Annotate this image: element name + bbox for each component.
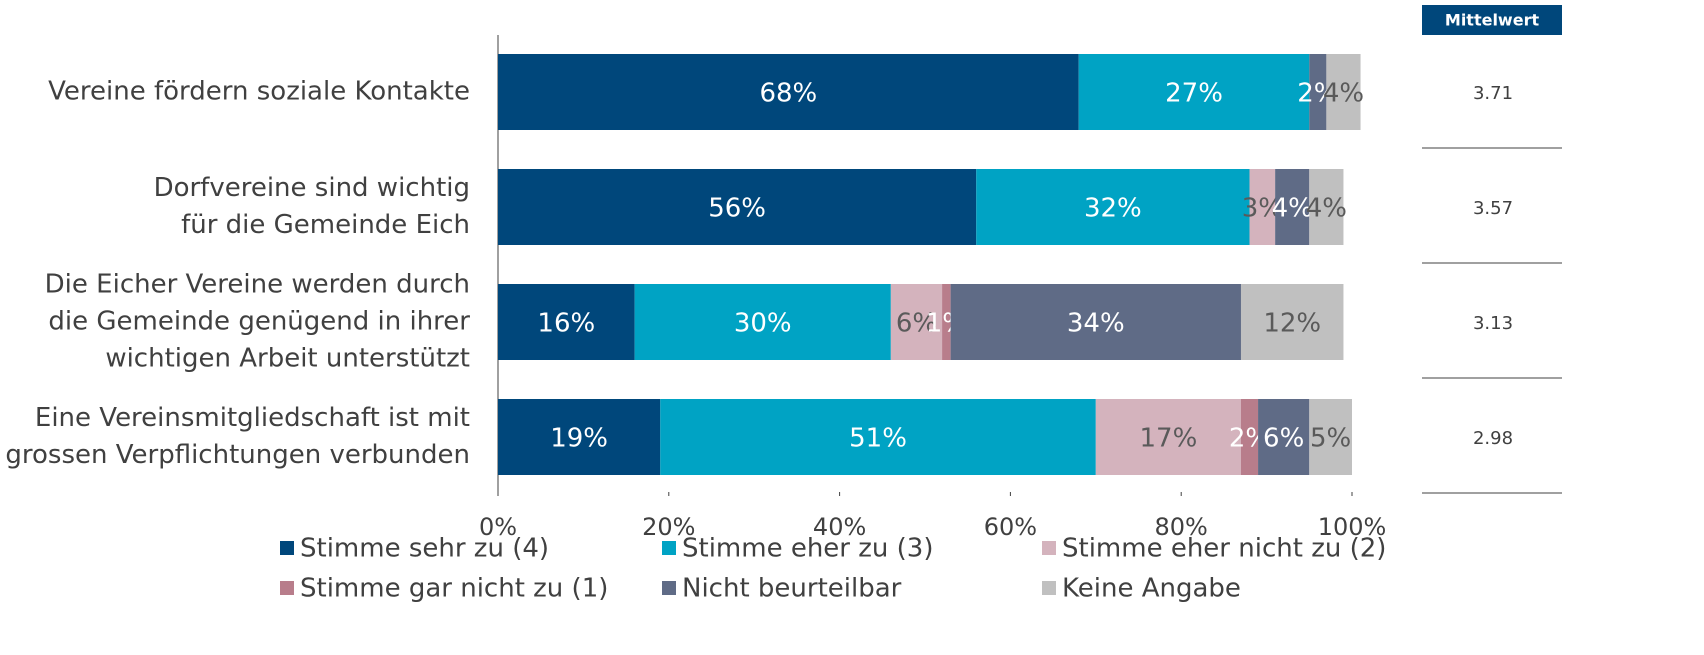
- bar-segment: [942, 284, 951, 360]
- legend-label: Stimme eher zu (3): [682, 534, 933, 564]
- legend-swatch: [662, 581, 676, 595]
- table-value: 3.13: [1473, 313, 1513, 334]
- legend-swatch: [280, 541, 294, 555]
- x-tick-label: 100%: [1318, 513, 1387, 541]
- bar-segment: [976, 169, 1250, 245]
- x-tick-label: 80%: [1155, 513, 1208, 541]
- value-label: 17%: [1139, 424, 1197, 454]
- bar-segment: [498, 54, 1079, 130]
- x-tick-label: 40%: [813, 513, 866, 541]
- value-label: 56%: [708, 194, 766, 224]
- category-label: Vereine fördern soziale Kontakte: [48, 77, 470, 107]
- bar-segment: [1326, 54, 1361, 130]
- value-label: 12%: [1263, 309, 1321, 339]
- bar-segment: [1275, 169, 1310, 245]
- value-label: 30%: [734, 309, 792, 339]
- legend-swatch: [662, 541, 676, 555]
- legend-swatch: [1042, 541, 1056, 555]
- bar-segment: [1240, 284, 1344, 360]
- legend-swatch: [280, 581, 294, 595]
- value-label: 51%: [849, 424, 907, 454]
- value-label: 5%: [1310, 424, 1351, 454]
- value-label: 32%: [1084, 194, 1142, 224]
- bar-segment: [1240, 399, 1259, 475]
- value-label: 34%: [1067, 309, 1125, 339]
- bar-segment: [1309, 399, 1352, 475]
- legend-label: Stimme eher nicht zu (2): [1062, 534, 1386, 564]
- value-label: 68%: [759, 79, 817, 109]
- value-label: 6%: [896, 309, 937, 339]
- bar-segment: [1078, 54, 1310, 130]
- bar-segment: [1095, 399, 1241, 475]
- table-value: 3.71: [1473, 83, 1513, 104]
- bar-segment: [1249, 169, 1276, 245]
- bar-segment: [890, 284, 943, 360]
- value-label: 4%: [1306, 194, 1347, 224]
- bar-segment: [634, 284, 891, 360]
- legend-label: Nicht beurteilbar: [682, 574, 902, 604]
- category-label: grossen Verpflichtungen verbunden: [5, 440, 470, 470]
- x-tick-label: 60%: [984, 513, 1037, 541]
- category-label: die Gemeinde genügend in ihrer: [48, 307, 470, 337]
- table-header-bg: [1422, 5, 1562, 35]
- bar-segment: [498, 284, 635, 360]
- legend-label: Stimme sehr zu (4): [300, 534, 549, 564]
- bar-segment: [950, 284, 1241, 360]
- bar-segment: [498, 399, 661, 475]
- legend-swatch: [1042, 581, 1056, 595]
- bar-segment: [1258, 399, 1310, 475]
- x-tick-label: 20%: [642, 513, 695, 541]
- x-tick-label: 0%: [479, 513, 517, 541]
- value-label: 27%: [1165, 79, 1223, 109]
- category-label: wichtigen Arbeit unterstützt: [105, 344, 470, 374]
- bar-segment: [1309, 169, 1344, 245]
- value-label: 6%: [1263, 424, 1304, 454]
- table-header: Mittelwert: [1445, 11, 1540, 30]
- table-value: 3.57: [1473, 198, 1513, 219]
- category-label: Dorfvereine sind wichtig: [154, 173, 470, 203]
- value-label: 4%: [1272, 194, 1313, 224]
- table-value: 2.98: [1473, 428, 1513, 449]
- legend-label: Stimme gar nicht zu (1): [300, 574, 608, 604]
- legend-label: Keine Angabe: [1062, 574, 1241, 604]
- value-label: 19%: [550, 424, 608, 454]
- bar-segment: [498, 169, 977, 245]
- value-label: 16%: [537, 309, 595, 339]
- category-label: für die Gemeinde Eich: [181, 210, 470, 240]
- bar-segment: [660, 399, 1096, 475]
- category-label: Eine Vereinsmitgliedschaft ist mit: [35, 403, 470, 433]
- bar-segment: [1309, 54, 1327, 130]
- category-label: Die Eicher Vereine werden durch: [45, 270, 470, 300]
- value-label: 4%: [1323, 79, 1364, 109]
